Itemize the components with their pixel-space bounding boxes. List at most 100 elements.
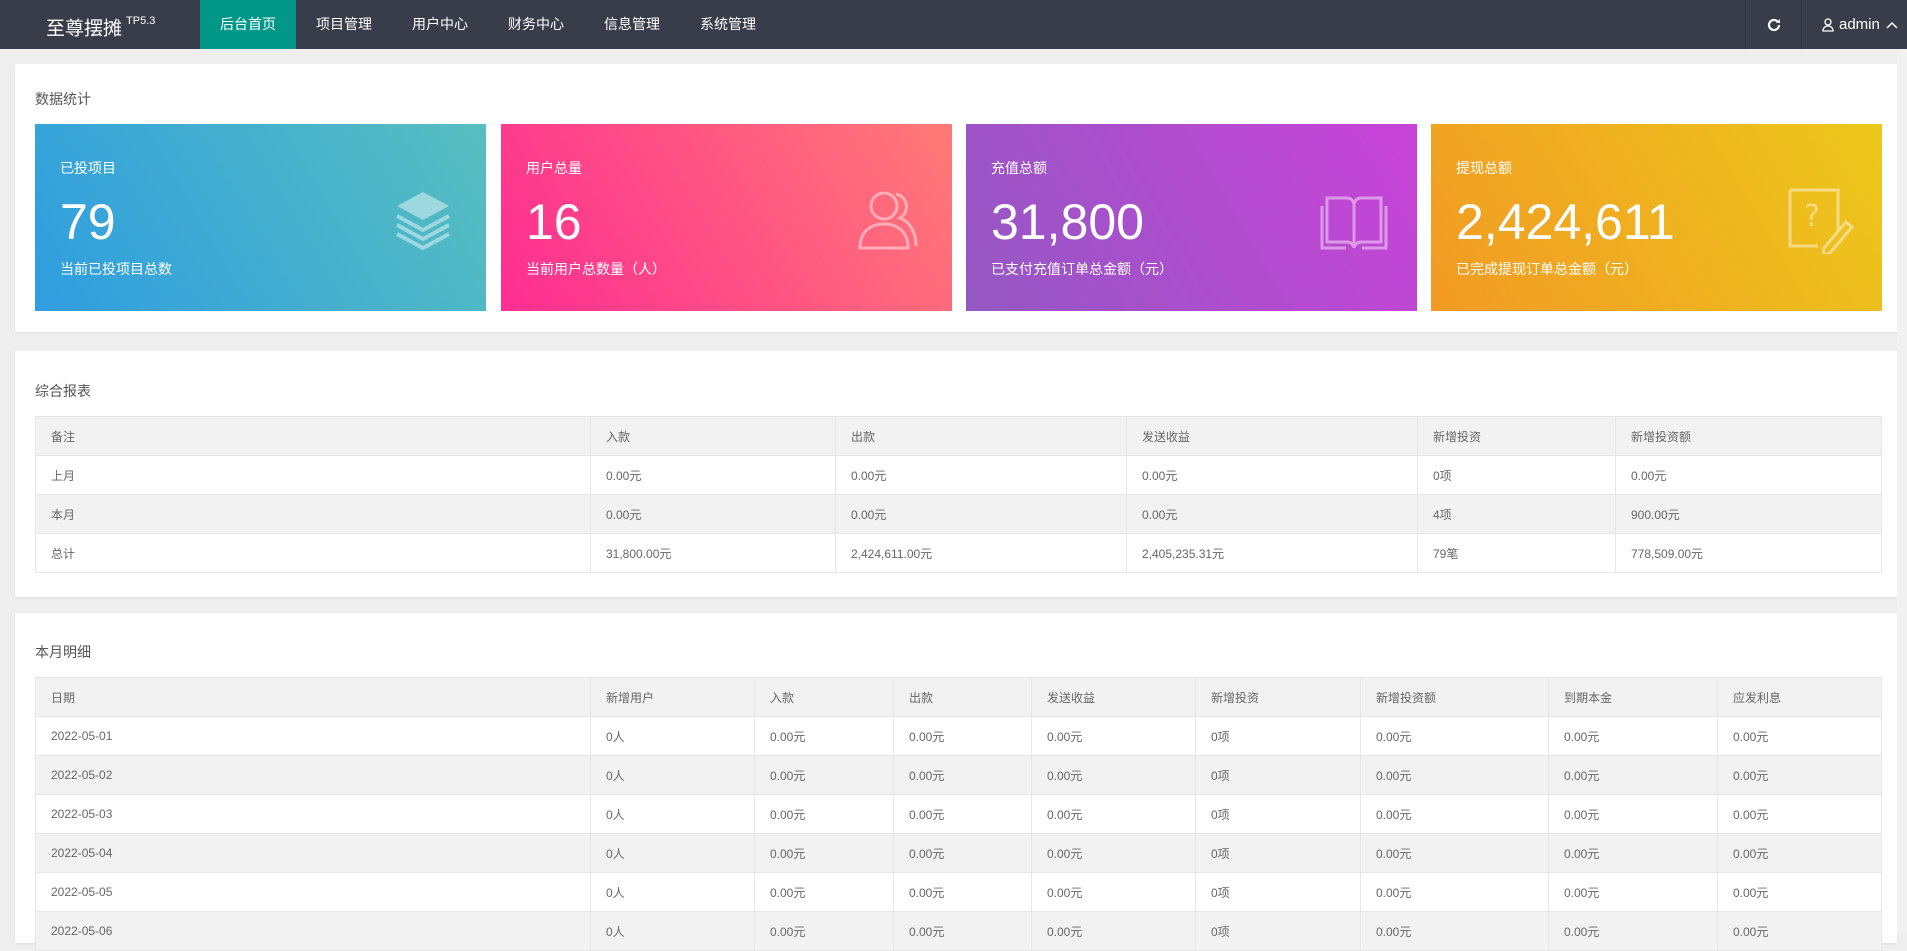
table-cell: 0.00元 [1031,755,1196,795]
logo[interactable]: 至尊摆摊 TP5.3 [46,0,155,49]
detail-panel: 本月明细 日期 新增用户 入款 出款 发送收益 新增投资 新增投资额 到期本金 应发利息 2022… [15,613,1897,951]
user-icon [1822,17,1834,32]
table-cell: 2022-05-05 [35,872,591,912]
table-cell: 0人 [590,716,755,756]
column-header: 备注 [35,416,591,456]
table-cell: 0.00元 [1717,716,1882,756]
user-menu[interactable]: admin [1802,0,1907,49]
column-header: 到期本金 [1548,677,1718,717]
stat-caption: 当前已投项目总数 [60,261,172,277]
table-cell: 0.00元 [893,872,1032,912]
table-cell: 0.00元 [1548,794,1718,834]
table-cell: 本月 [35,494,591,534]
column-header: 新增投资 [1195,677,1361,717]
table-header-row: 日期 新增用户 入款 出款 发送收益 新增投资 新增投资额 到期本金 应发利息 [35,677,1882,717]
stat-label: 提现总额 [1456,160,1512,176]
table-cell: 0.00元 [1548,755,1718,795]
table-cell: 0.00元 [893,755,1032,795]
table-cell: 0.00元 [893,716,1032,756]
table-row: 上月 0.00元 0.00元 0.00元 0项 0.00元 [35,455,1882,495]
table-cell: 2,424,611.00元 [835,533,1127,573]
table-cell: 2022-05-04 [35,833,591,873]
table-cell: 900.00元 [1615,494,1882,534]
book-icon [1319,184,1389,254]
table-cell: 0.00元 [1031,911,1196,951]
table-cell: 0.00元 [1031,794,1196,834]
detail-table: 日期 新增用户 入款 出款 发送收益 新增投资 新增投资额 到期本金 应发利息 2022-05-0… [35,677,1882,951]
column-header: 出款 [893,677,1032,717]
tab-1[interactable]: 项目管理 [316,16,372,32]
tab-0[interactable]: 后台首页 [200,0,296,49]
stat-card[interactable]: 充值总额 31,800 已支付充值订单总金额（元） [966,124,1417,311]
table-cell: 31,800.00元 [590,533,836,573]
table-cell: 0项 [1195,833,1361,873]
users-icon [854,184,924,254]
table-cell: 0.00元 [1717,833,1882,873]
stat-card[interactable]: 用户总量 16 当前用户总数量（人） [501,124,952,311]
main-tabs: 后台首页 项目管理 用户中心 财务中心 信息管理 系统管理 [200,0,776,49]
table-cell: 0.00元 [1360,911,1549,951]
table-cell: 2,405,235.31元 [1126,533,1418,573]
table-cell: 0.00元 [1126,494,1418,534]
table-cell: 0人 [590,911,755,951]
tab-2[interactable]: 用户中心 [412,16,468,32]
table-row: 2022-05-06 0人 0.00元 0.00元 0.00元 0项 0.00元 0.00元 0… [35,911,1882,951]
table-cell: 0人 [590,794,755,834]
table-cell: 0项 [1195,872,1361,912]
table-header-row: 备注 入款 出款 发送收益 新增投资 新增投资额 [35,416,1882,456]
stat-card[interactable]: 已投项目 79 当前已投项目总数 [35,124,486,311]
table-cell: 0.00元 [1717,755,1882,795]
stat-card[interactable]: 提现总额 2,424,611 已完成提现订单总金额（元）? [1431,124,1882,311]
table-cell: 0.00元 [590,455,836,495]
table-cell: 0.00元 [1360,716,1549,756]
stat-label: 用户总量 [526,160,582,176]
table-cell: 0.00元 [1717,911,1882,951]
table-cell: 4项 [1417,494,1616,534]
table-cell: 总计 [35,533,591,573]
column-header: 出款 [835,416,1127,456]
table-cell: 0.00元 [1548,833,1718,873]
detail-title: 本月明细 [35,644,91,660]
table-cell: 0.00元 [1548,911,1718,951]
svg-text:?: ? [1804,199,1820,234]
table-cell: 0.00元 [590,494,836,534]
table-cell: 0.00元 [1360,755,1549,795]
stat-label: 充值总额 [991,160,1047,176]
table-row: 总计 31,800.00元 2,424,611.00元 2,405,235.31元 79… [35,533,1882,573]
table-cell: 0.00元 [835,455,1127,495]
column-header: 入款 [590,416,836,456]
version-badge: TP5.3 [126,15,156,27]
column-header: 入款 [754,677,894,717]
table-cell: 0.00元 [1360,794,1549,834]
table-cell: 0项 [1195,716,1361,756]
table-cell: 0人 [590,755,755,795]
table-cell: 0.00元 [893,911,1032,951]
tab-5[interactable]: 系统管理 [700,16,756,32]
table-cell: 778,509.00元 [1615,533,1882,573]
stat-caption: 当前用户总数量（人） [526,261,666,277]
table-cell: 0.00元 [835,494,1127,534]
table-row: 2022-05-01 0人 0.00元 0.00元 0.00元 0项 0.00元 0.00元 0… [35,716,1882,756]
table-row: 2022-05-03 0人 0.00元 0.00元 0.00元 0项 0.00元 0.00元 0… [35,794,1882,834]
page-scrollbar[interactable] [1897,49,1907,934]
refresh-icon[interactable] [1745,0,1802,49]
table-cell: 0项 [1195,755,1361,795]
table-cell: 0项 [1195,911,1361,951]
column-header: 应发利息 [1717,677,1882,717]
table-cell: 0.00元 [754,755,894,795]
report-table: 备注 入款 出款 发送收益 新增投资 新增投资额 上月 0.00元 0.00元 0.00元 0项 0.… [35,416,1882,573]
stats-panel: 数据统计 已投项目 79 当前已投项目总数 用户总量 16 当前用户总数量（人） 充值总额 3… [15,64,1897,332]
table-row: 本月 0.00元 0.00元 0.00元 4项 900.00元 [35,494,1882,534]
table-row: 2022-05-02 0人 0.00元 0.00元 0.00元 0项 0.00元 0.00元 0… [35,755,1882,795]
table-cell: 0.00元 [1126,455,1418,495]
table-cell: 0.00元 [754,911,894,951]
table-cell: 0项 [1417,455,1616,495]
table-cell: 0.00元 [1548,716,1718,756]
column-header: 日期 [35,677,591,717]
table-cell: 0项 [1195,794,1361,834]
stat-value: 31,800 [991,194,1144,250]
table-cell: 0.00元 [754,833,894,873]
tab-4[interactable]: 信息管理 [604,16,660,32]
table-cell: 2022-05-02 [35,755,591,795]
tab-3[interactable]: 财务中心 [508,16,564,32]
